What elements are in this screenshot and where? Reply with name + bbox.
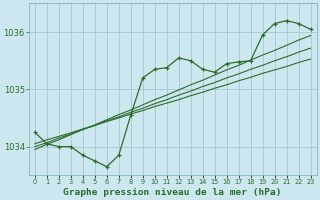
X-axis label: Graphe pression niveau de la mer (hPa): Graphe pression niveau de la mer (hPa)	[63, 188, 282, 197]
